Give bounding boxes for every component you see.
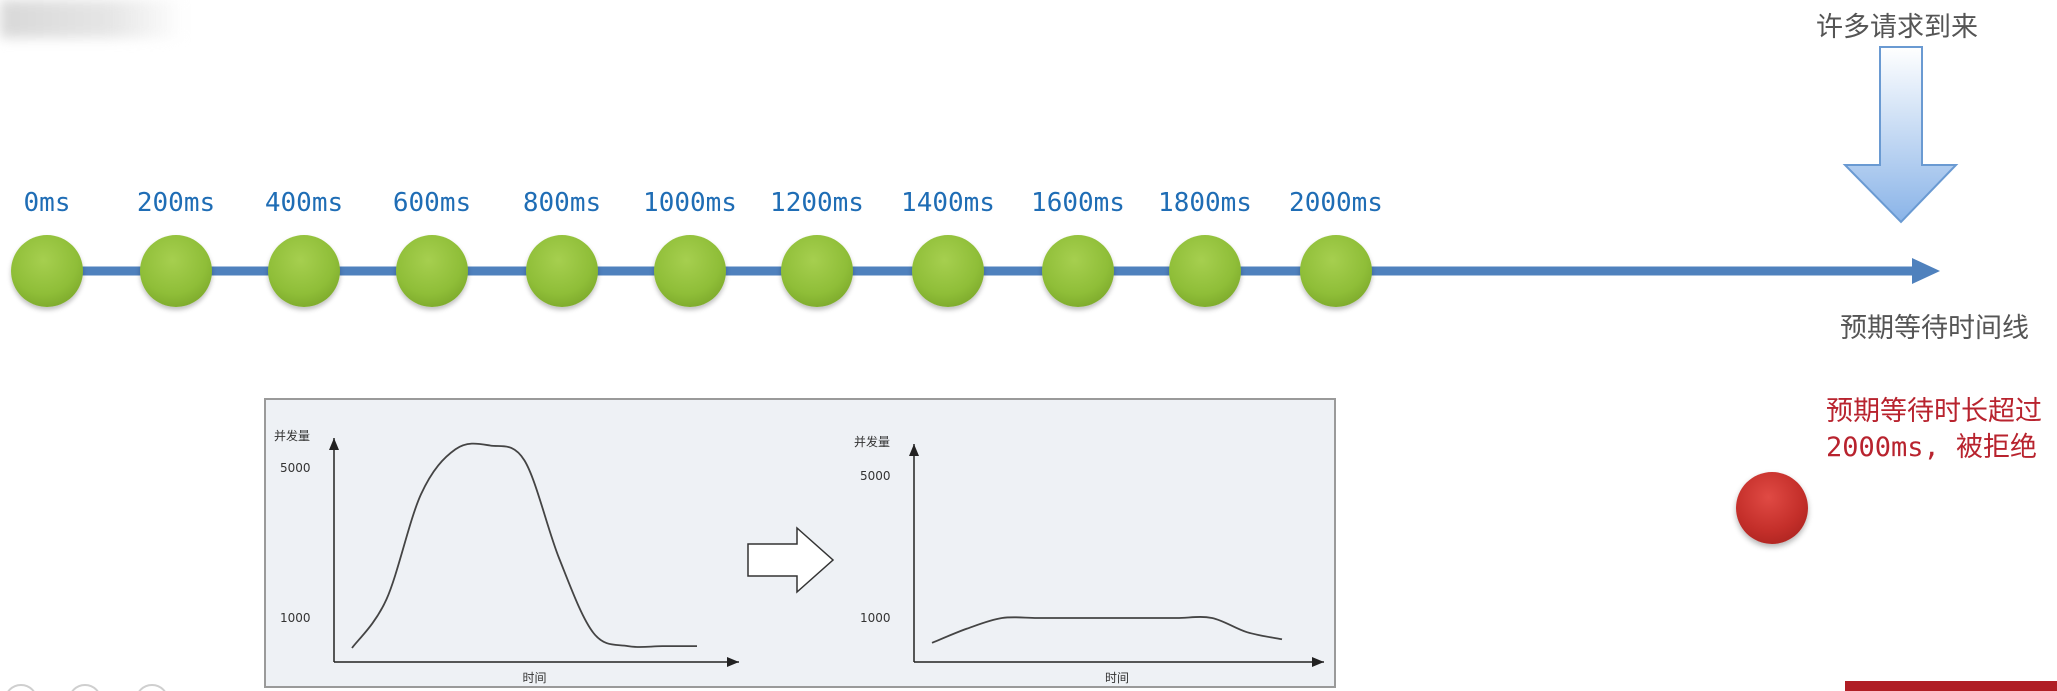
request-dot: [526, 235, 598, 307]
y-axis-arrow: [329, 438, 339, 450]
arrow-right-icon: [747, 526, 835, 594]
reject-note: 预期等待时长超过 2000ms, 被拒绝: [1826, 394, 2042, 466]
timeline-tick-label: 1000ms: [643, 188, 737, 218]
request-dot: [912, 235, 984, 307]
x-axis-arrow: [1312, 657, 1324, 667]
request-dot: [11, 235, 83, 307]
request-dot: [1169, 235, 1241, 307]
concurrency-series-line: [351, 442, 697, 649]
timeline-tick-label: 200ms: [136, 188, 216, 218]
y-tick-label: 1000: [280, 611, 311, 625]
arrow-down-icon: [1842, 46, 1959, 224]
y-axis-label: 并发量: [854, 434, 890, 449]
request-dot: [268, 235, 340, 307]
request-dot: [396, 235, 468, 307]
y-tick-label: 5000: [860, 469, 891, 483]
y-axis-arrow: [909, 444, 919, 456]
y-tick-label: 5000: [280, 461, 311, 475]
x-axis-arrow: [727, 657, 739, 667]
timeline-tick-label: 2000ms: [1289, 188, 1383, 218]
timeline-tick-label: 0ms: [23, 188, 71, 218]
request-dot: [140, 235, 212, 307]
rejected-request-ball: [1736, 472, 1808, 544]
reject-note-line2: 2000ms, 被拒绝: [1826, 432, 2038, 463]
timeline-tick-label: 600ms: [392, 188, 472, 218]
concurrency-chart-panel: 并发量时间 5000 1000 并发量时间 5000 1000: [264, 398, 1336, 688]
timeline-tick-label: 1400ms: [901, 188, 995, 218]
timeline-tick-label: 1800ms: [1158, 188, 1252, 218]
concurrency-series-line: [931, 616, 1283, 644]
timeline-arrowhead: [1912, 258, 1940, 284]
timeline-tick-label: 400ms: [264, 188, 344, 218]
x-axis-label: 时间: [523, 671, 547, 685]
request-dot: [781, 235, 853, 307]
y-axis-label: 并发量: [274, 428, 310, 443]
request-dot: [1300, 235, 1372, 307]
timeline-tick-label: 800ms: [522, 188, 602, 218]
timeline-axis-label: 预期等待时间线: [1840, 313, 2029, 344]
timeline-tick-label: 1600ms: [1031, 188, 1125, 218]
incoming-requests-label: 许多请求到来: [1816, 12, 1978, 43]
blurred-corner-label: [0, 0, 185, 38]
request-dot: [654, 235, 726, 307]
bottom-red-bar: [1845, 681, 2057, 691]
y-tick-label: 1000: [860, 611, 891, 625]
reject-note-line1: 预期等待时长超过: [1826, 396, 2042, 427]
x-axis-label: 时间: [1105, 671, 1129, 685]
request-dot: [1042, 235, 1114, 307]
timeline-tick-label: 1200ms: [770, 188, 864, 218]
